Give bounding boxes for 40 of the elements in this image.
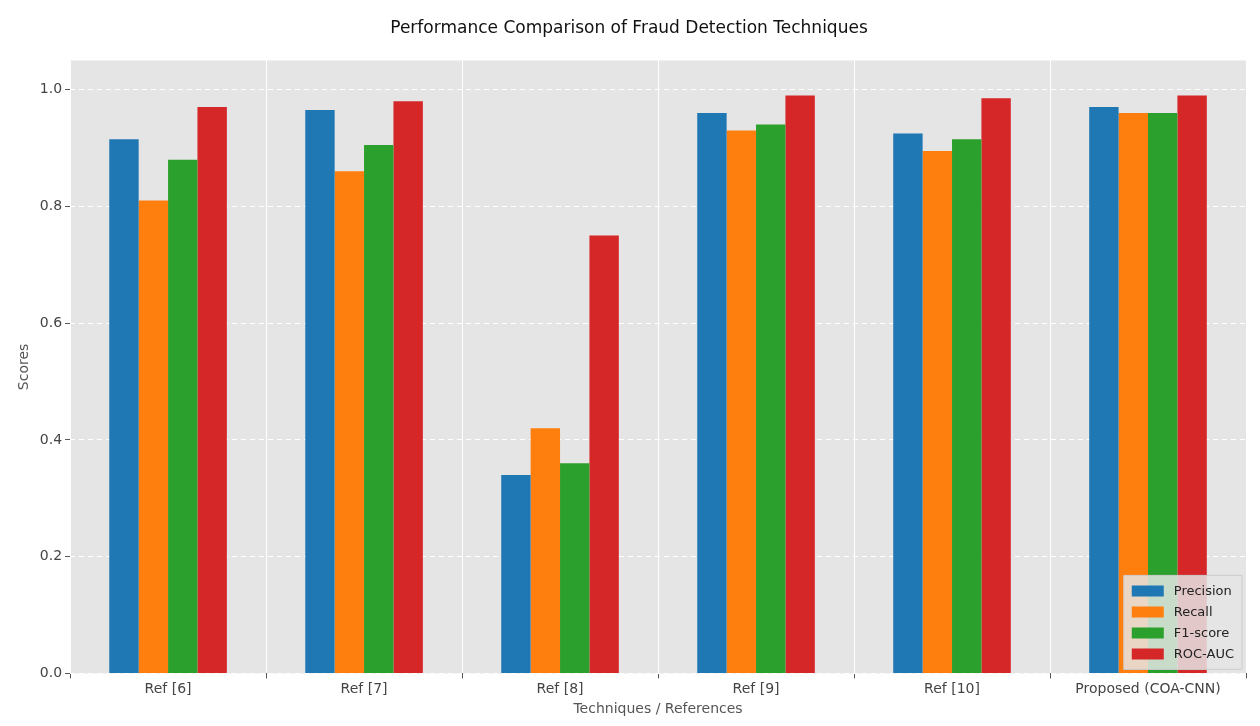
y-tick-label: 0.6: [39, 313, 63, 330]
bar: [364, 145, 394, 673]
y-tick-label: 0.0: [39, 664, 63, 681]
y-tick-label: 0.4: [39, 430, 63, 447]
x-tick-label: Ref [9]: [732, 680, 780, 697]
bar: [756, 124, 786, 673]
bar: [893, 133, 923, 673]
bar: [138, 200, 169, 673]
bar: [393, 101, 423, 673]
legend-label: ROC-AUC: [1173, 645, 1234, 661]
y-tick-label: 1.0: [39, 80, 63, 97]
bar: [922, 150, 953, 673]
legend-label: Precision: [1173, 582, 1232, 598]
bar: [981, 98, 1011, 673]
x-tick-label: Proposed (COA-CNN): [1075, 680, 1221, 697]
legend-label: Recall: [1173, 603, 1213, 619]
bar: [530, 428, 561, 673]
bar: [334, 171, 365, 673]
bar: [952, 139, 982, 673]
bar: [168, 159, 198, 673]
bar: [726, 130, 757, 673]
legend-label: F1-score: [1173, 624, 1230, 640]
bar: [785, 95, 815, 673]
bar: [197, 107, 227, 673]
x-tick-label: Ref [8]: [536, 680, 584, 697]
x-tick-label: Ref [7]: [340, 680, 388, 697]
y-axis-title: Scores: [15, 343, 32, 391]
bar: [697, 112, 727, 673]
chart-title: Performance Comparison of Fraud Detection Techniques: [390, 16, 868, 37]
bar: [560, 463, 590, 673]
bar: [305, 110, 335, 673]
y-tick-label: 0.2: [39, 547, 63, 564]
bar: [589, 235, 619, 673]
bar: [501, 474, 531, 673]
bar: [109, 139, 139, 673]
bar: [1089, 107, 1119, 673]
y-tick-label: 0.8: [39, 196, 63, 213]
x-tick-label: Ref [6]: [144, 680, 192, 697]
x-tick-label: Ref [10]: [924, 680, 980, 697]
x-axis-title: Techniques / References: [572, 700, 743, 717]
